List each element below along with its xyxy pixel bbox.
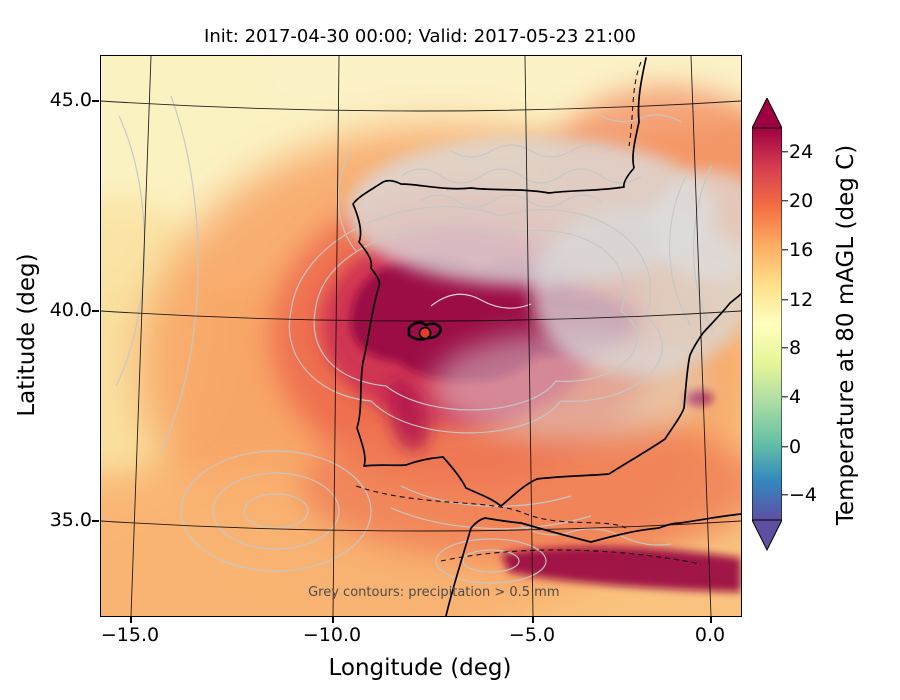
x-tick-label: −15.0 (100, 624, 160, 646)
colorbar-tick-label: 8 (789, 337, 802, 359)
y-tick-label: 40.0 (49, 299, 92, 321)
y-tick-mark (92, 310, 99, 312)
coastline (352, 57, 741, 616)
colorbar-tick-label: 16 (789, 239, 814, 261)
map-canvas (101, 56, 741, 616)
y-tick-mark (92, 520, 99, 522)
colorbar (752, 98, 782, 552)
colorbar-tick-label: 12 (789, 289, 814, 311)
dashed-contours (355, 61, 702, 565)
colorbar-tick-label: 24 (789, 141, 814, 163)
y-tick-label: 35.0 (49, 509, 92, 531)
x-tick-label: 0.0 (694, 624, 726, 646)
x-tick-label: −5.0 (508, 624, 556, 646)
map-plot-area: Grey contours: precipitation > 0.5 mm (100, 55, 742, 617)
colorbar-tick-label: −4 (789, 484, 818, 506)
colorbar-arrow-under (752, 519, 782, 552)
precipitation-contours (115, 95, 714, 584)
graticule (101, 56, 741, 616)
precipitation-note: Grey contours: precipitation > 0.5 mm (308, 585, 560, 600)
y-tick-label: 45.0 (49, 89, 92, 111)
x-tick-label: −10.0 (302, 624, 362, 646)
x-axis-label: Longitude (deg) (328, 655, 512, 681)
x-tick-mark (332, 617, 334, 623)
colorbar-label: Temperature at 80 mAGL (deg C) (833, 144, 859, 526)
colorbar-gradient (752, 127, 782, 521)
station-marker (407, 321, 443, 341)
colorbar-tick-label: 0 (789, 436, 802, 458)
x-tick-mark (710, 617, 712, 623)
colorbar-tick-label: 20 (789, 190, 814, 212)
colorbar-tick-label: 4 (789, 386, 802, 408)
plot-title: Init: 2017-04-30 00:00; Valid: 2017-05-2… (204, 26, 636, 47)
colorbar-arrow-over (752, 98, 782, 129)
x-tick-mark (130, 617, 132, 623)
y-axis-label: Latitude (deg) (14, 253, 40, 417)
x-tick-mark (532, 617, 534, 623)
y-tick-mark (92, 100, 99, 102)
